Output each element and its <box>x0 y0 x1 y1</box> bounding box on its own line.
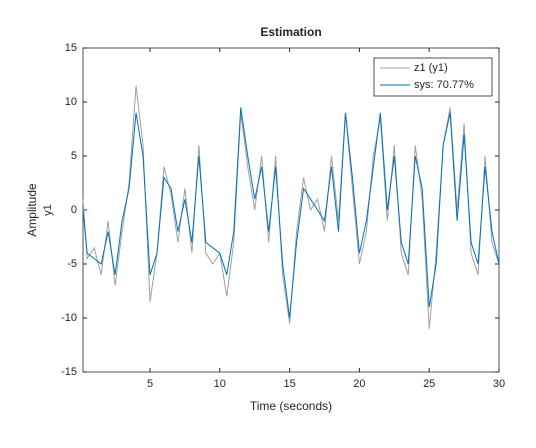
y-tick-label: 15 <box>65 42 77 54</box>
y-tick-label: 0 <box>71 204 77 216</box>
legend-box <box>373 57 493 97</box>
x-tick-label: 5 <box>147 378 153 390</box>
series-line <box>82 85 500 329</box>
y-tick-label: -10 <box>61 312 77 324</box>
y-tick-label: 10 <box>65 96 77 108</box>
y-axis-label: Amplitude <box>25 183 39 237</box>
x-tick-label: 10 <box>214 378 226 390</box>
series-line <box>82 107 500 319</box>
chart-title: Estimation <box>260 25 321 39</box>
plot-area <box>82 47 500 373</box>
legend-label: z1 (y1) <box>414 62 448 74</box>
y-tick-label: -5 <box>67 258 77 270</box>
y-tick-label: -15 <box>61 366 77 378</box>
y-axis-sublabel: y1 <box>42 204 54 216</box>
x-axis-label: Time (seconds) <box>250 399 332 413</box>
x-tick-label: 25 <box>423 378 435 390</box>
x-tick-label: 20 <box>353 378 365 390</box>
x-tick-label: 30 <box>493 378 505 390</box>
legend-label: sys: 70.77% <box>414 79 474 91</box>
x-tick-label: 15 <box>283 378 295 390</box>
y-tick-label: 5 <box>71 150 77 162</box>
